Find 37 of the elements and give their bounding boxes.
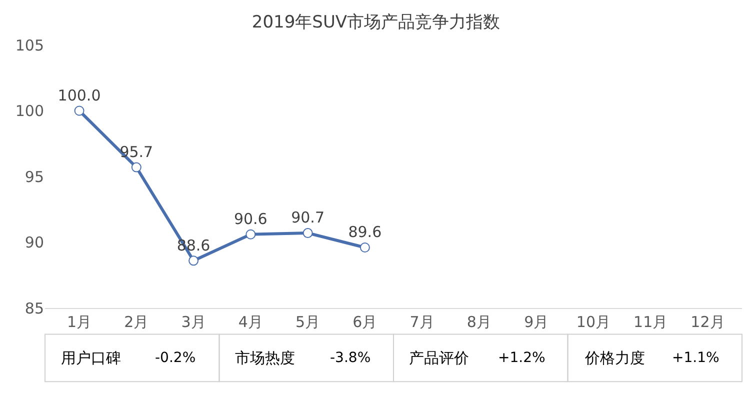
x-tick-label: 8月 [466,313,492,331]
x-tick-label: 9月 [524,313,549,331]
point [188,256,199,266]
text: 价格力度 [584,349,645,367]
text: 89.6 [348,223,382,242]
x-tick-label: 1月 [67,313,92,331]
text: +1.2% [498,350,546,366]
text: 95.7 [120,142,154,161]
text: 100.0 [58,86,101,104]
y-tick-label: 105 [15,36,44,54]
text: 产品评价 [409,349,469,367]
x-tick-label: 2月 [124,313,149,331]
point [302,228,313,238]
y-tick-label: 95 [24,168,44,186]
x-tick-label: 11月 [634,313,668,331]
y-tick-label: 90 [24,234,44,252]
y-tick-label: 100 [15,102,44,120]
x-tick-label: 6月 [352,313,378,331]
x-tick-label: 3月 [181,313,206,331]
text: -0.2% [155,350,196,366]
point [360,242,370,253]
x-tick-label: 7月 [410,313,434,331]
x-tick-label: 12月 [690,313,725,331]
text: 90.7 [291,208,325,227]
point [74,106,84,116]
text: -3.8% [330,350,371,366]
x-tick-label: 4月 [238,313,263,331]
chart-title: 2019年SUV市场产品竞争力指数 [252,12,500,33]
x-tick-label: 10月 [576,313,611,331]
x-tick-label: 5月 [296,313,320,331]
point [246,229,256,240]
text: 90.6 [234,210,268,228]
y-tick-label: 85 [24,299,44,318]
text: 市场热度 [235,349,295,367]
text: 用户口碑 [61,349,121,367]
text: +1.1% [672,350,720,366]
point [131,162,142,172]
